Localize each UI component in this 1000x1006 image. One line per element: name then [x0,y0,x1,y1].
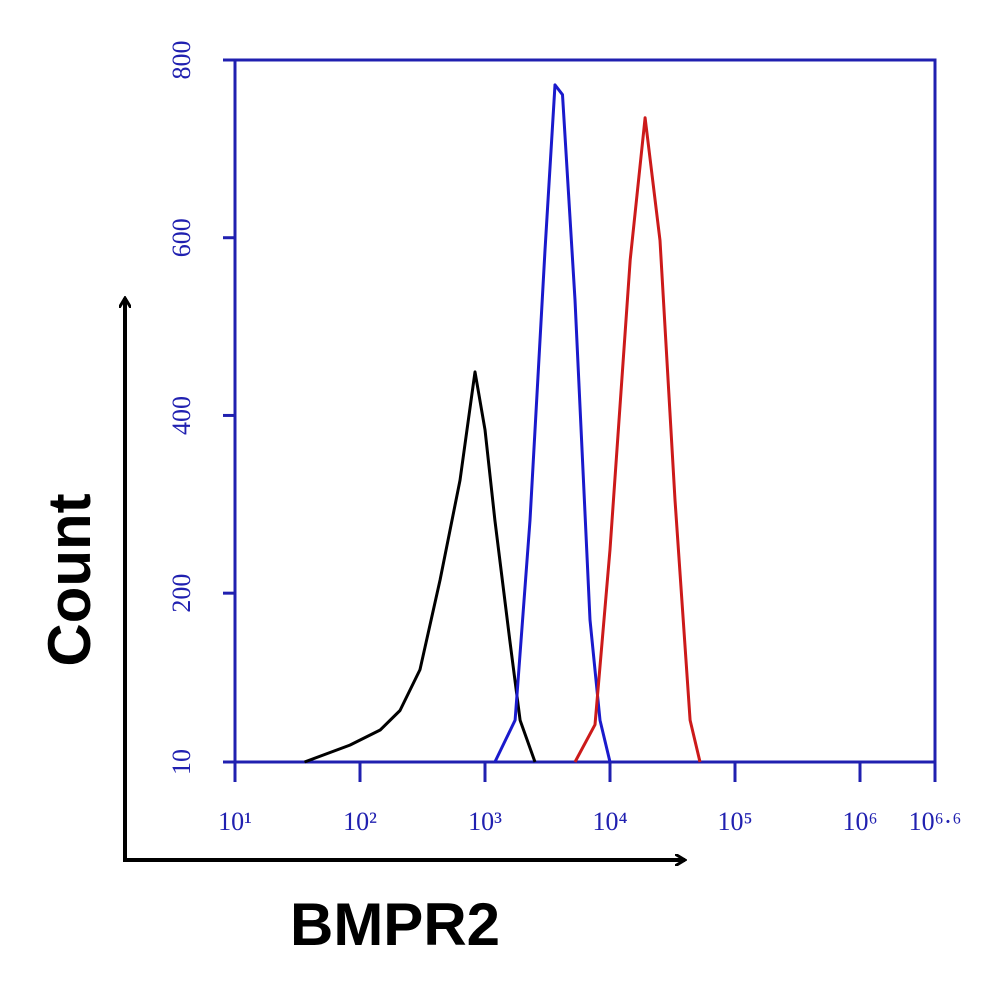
x-tick-label: 10⁵ [717,807,752,836]
histogram-line [493,83,612,763]
x-tick-label: 10³ [468,807,502,836]
y-tick-label: 600 [167,218,196,257]
y-tick-label: 400 [167,396,196,435]
x-tick-label: 10⁶ [842,807,877,836]
x-tick-label: 10² [343,807,377,836]
y-axis-title: Count [36,493,103,666]
x-axis-title: BMPR2 [290,891,500,958]
plot-area: 10 200 400 600 800 10¹ 10² 10³ 10⁴ 10⁵ 10⁶ 10⁶·⁶ [167,41,961,837]
histogram-line [573,116,702,763]
x-tick-label: 10⁶·⁶ [909,807,962,836]
histogram-line [303,370,537,764]
plot-frame [233,58,937,764]
x-tick-label: 10⁴ [592,807,627,836]
y-tick-label: 800 [167,41,196,80]
y-tick-label: 10 [167,749,196,775]
x-tick-label: 10¹ [218,807,252,836]
y-tick-label: 200 [167,574,196,613]
